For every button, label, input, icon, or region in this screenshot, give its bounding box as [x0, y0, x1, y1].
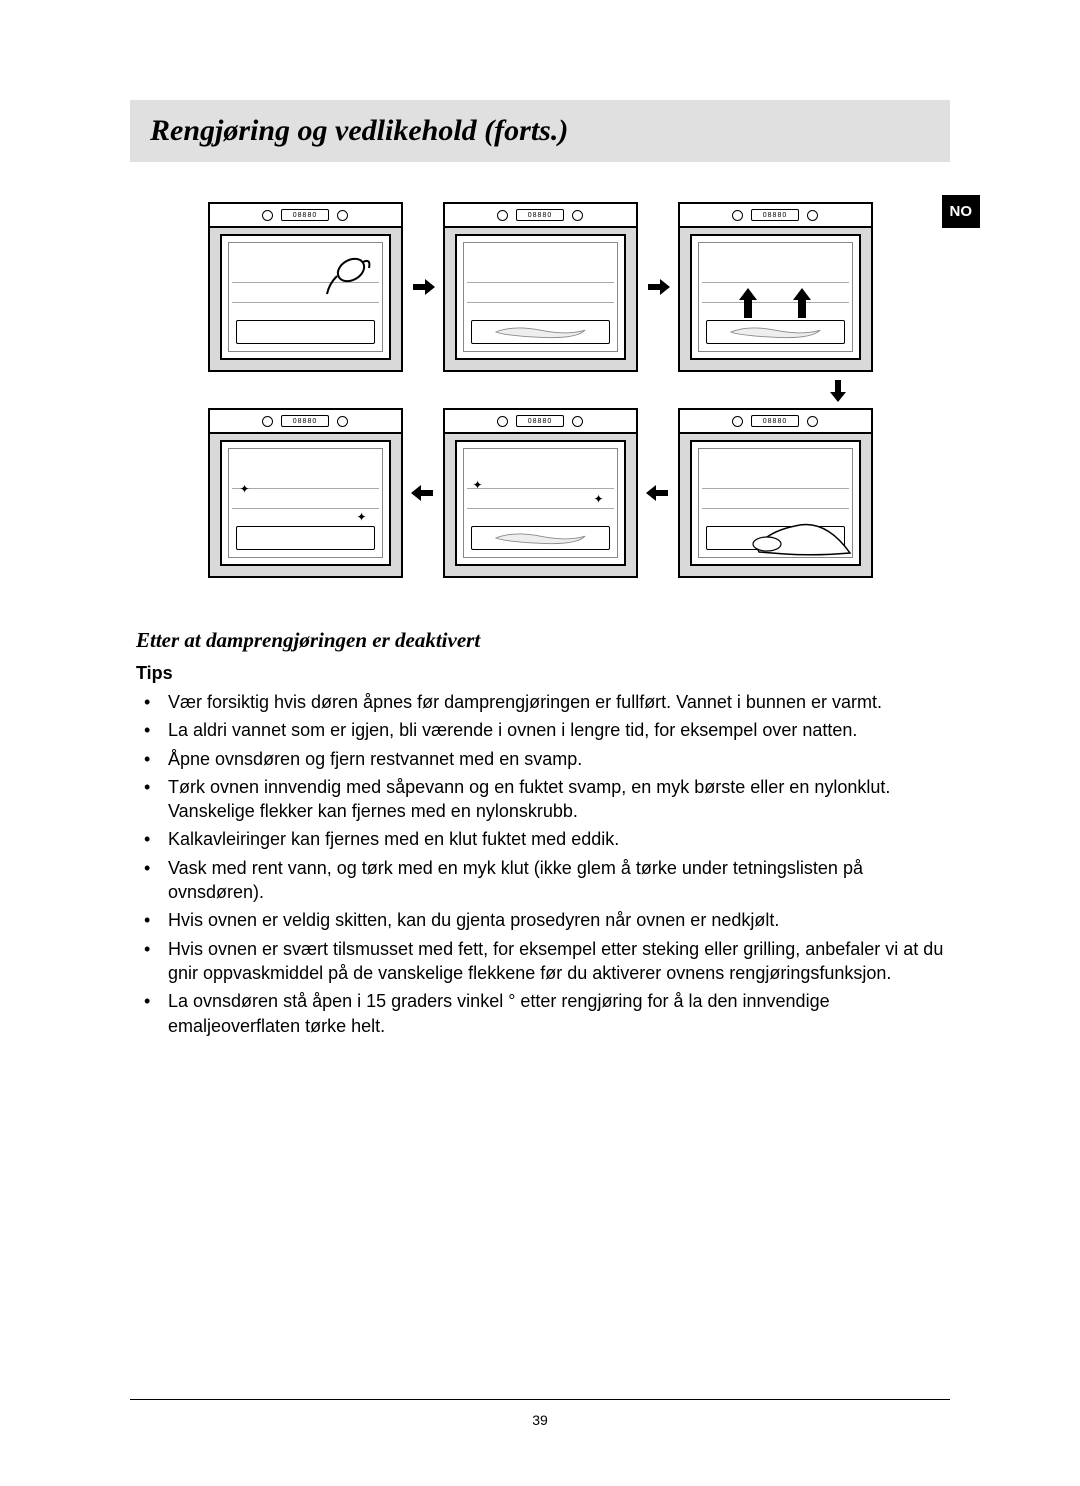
tip-item: Hvis ovnen er veldig skitten, kan du gje… [168, 908, 950, 932]
arrow-left-icon [411, 481, 435, 505]
diagram-row-2: 08880 ✦ ✦ 08880 [130, 408, 950, 578]
diagram-row-1: 08880 08880 [130, 202, 950, 372]
oven-display: 08880 [516, 209, 564, 221]
title-banner: Rengjøring og vedlikehold (forts.) [130, 100, 950, 162]
oven-cavity [220, 234, 391, 360]
oven-cavity [690, 234, 861, 360]
sparkle-icon: ✦ [593, 492, 603, 506]
page-title: Rengjøring og vedlikehold (forts.) [150, 114, 930, 148]
oven-control-panel: 08880 [680, 410, 871, 434]
oven-tray [236, 526, 375, 550]
knob-icon [337, 416, 348, 427]
tip-item: La aldri vannet som er igjen, bli værend… [168, 718, 950, 742]
oven-step-2: 08880 [443, 202, 638, 372]
oven-cavity: ✦ ✦ [455, 440, 626, 566]
sparkle-icon: ✦ [356, 510, 366, 524]
tip-item: Kalkavleiringer kan fjernes med en klut … [168, 827, 950, 851]
oven-display: 08880 [281, 415, 329, 427]
oven-display: 08880 [281, 209, 329, 221]
knob-icon [262, 416, 273, 427]
oven-step-3: 08880 [678, 202, 873, 372]
knob-icon [262, 210, 273, 221]
steam-arrows-icon [692, 288, 859, 318]
water-puddle-icon [722, 324, 829, 340]
oven-step-1: 08880 [208, 202, 403, 372]
arrow-right-icon [646, 275, 670, 299]
page-number: 39 [0, 1412, 1080, 1428]
arrow-left-icon [646, 481, 670, 505]
oven-control-panel: 08880 [680, 204, 871, 228]
section-subtitle: Etter at damprengjøringen er deaktivert [136, 628, 950, 653]
oven-cavity: ✦ ✦ [220, 440, 391, 566]
knob-icon [497, 416, 508, 427]
footer-rule [130, 1399, 950, 1400]
tip-item: La ovnsdøren stå åpen i 15 graders vinke… [168, 989, 950, 1038]
knob-icon [732, 416, 743, 427]
oven-step-6: 08880 ✦ ✦ [208, 408, 403, 578]
oven-display: 08880 [516, 415, 564, 427]
tip-item: Tørk ovnen innvendig med såpevann og en … [168, 775, 950, 824]
pouring-cup-icon [317, 254, 371, 308]
knob-icon [807, 210, 818, 221]
language-tag: NO [942, 195, 981, 228]
oven-cavity [690, 440, 861, 566]
sparkle-icon: ✦ [240, 482, 250, 496]
oven-step-4: 08880 [678, 408, 873, 578]
arrow-down-icon [826, 378, 850, 402]
oven-tray [236, 320, 375, 344]
knob-icon [572, 416, 583, 427]
knob-icon [497, 210, 508, 221]
tips-heading: Tips [136, 663, 950, 684]
arrow-down-row [130, 378, 950, 402]
tip-item: Åpne ovnsdøren og fjern restvannet med e… [168, 747, 950, 771]
oven-display: 08880 [751, 415, 799, 427]
water-puddle-icon [487, 530, 594, 546]
tip-item: Hvis ovnen er svært tilsmusset med fett,… [168, 937, 950, 986]
oven-cavity [455, 234, 626, 360]
oven-step-5: 08880 ✦ ✦ [443, 408, 638, 578]
sparkle-icon: ✦ [473, 478, 483, 492]
oven-display: 08880 [751, 209, 799, 221]
knob-icon [337, 210, 348, 221]
oven-control-panel: 08880 [210, 204, 401, 228]
oven-control-panel: 08880 [445, 410, 636, 434]
knob-icon [572, 210, 583, 221]
tips-list: Vær forsiktig hvis døren åpnes før dampr… [130, 690, 950, 1038]
wiping-hand-icon [745, 498, 855, 558]
tip-item: Vask med rent vann, og tørk med en myk k… [168, 856, 950, 905]
oven-control-panel: 08880 [445, 204, 636, 228]
tip-item: Vær forsiktig hvis døren åpnes før dampr… [168, 690, 950, 714]
knob-icon [807, 416, 818, 427]
water-puddle-icon [487, 324, 594, 340]
arrow-right-icon [411, 275, 435, 299]
knob-icon [732, 210, 743, 221]
diagram-area: 08880 08880 [130, 202, 950, 578]
oven-control-panel: 08880 [210, 410, 401, 434]
